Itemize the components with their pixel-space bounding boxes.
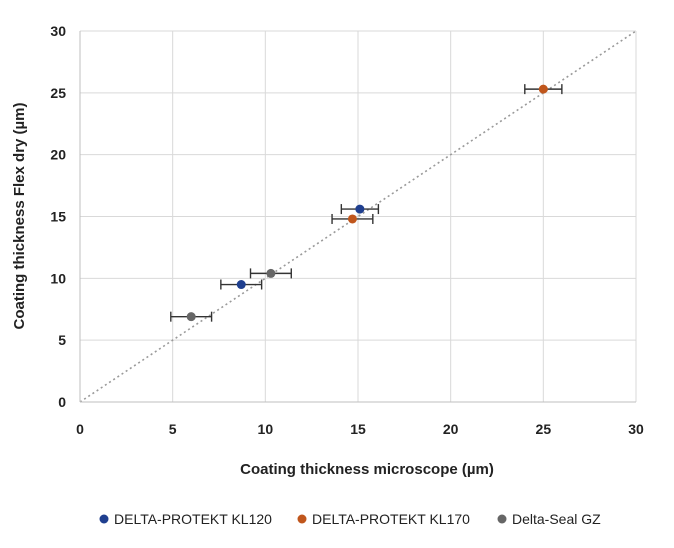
x-tick-labels: 0 5 10 15 20 25 30 xyxy=(76,421,644,437)
axes xyxy=(79,31,636,403)
data-point xyxy=(355,204,365,214)
data-point xyxy=(347,214,357,224)
y-tick-label: 10 xyxy=(50,270,66,286)
data-point xyxy=(236,280,246,290)
x-tick-label: 5 xyxy=(169,421,177,437)
data-point xyxy=(186,312,196,322)
x-tick-label: 25 xyxy=(536,421,552,437)
legend-marker-delta-seal xyxy=(497,514,507,524)
x-tick-label: 20 xyxy=(443,421,459,437)
legend-label-delta-seal: Delta-Seal GZ xyxy=(512,511,601,527)
y-tick-label: 30 xyxy=(50,23,66,39)
x-tick-label: 30 xyxy=(628,421,644,437)
y-tick-labels: 0 5 10 15 20 25 30 xyxy=(50,23,66,410)
legend-label-kl170: DELTA-PROTEKT KL170 xyxy=(312,511,470,527)
data-points xyxy=(170,84,563,322)
data-point xyxy=(538,84,548,94)
x-tick-label: 0 xyxy=(76,421,84,437)
y-axis-title: Coating thickness Flex dry (µm) xyxy=(11,102,28,329)
legend-marker-kl120 xyxy=(99,514,109,524)
x-tick-label: 10 xyxy=(258,421,274,437)
data-point xyxy=(266,268,276,278)
legend: DELTA-PROTEKT KL120 DELTA-PROTEKT KL170 … xyxy=(99,511,601,527)
x-axis-title: Coating thickness microscope (µm) xyxy=(240,461,494,478)
x-tick-label: 15 xyxy=(350,421,366,437)
y-tick-label: 25 xyxy=(50,85,66,101)
legend-marker-kl170 xyxy=(297,514,307,524)
y-tick-label: 5 xyxy=(58,332,66,348)
legend-label-kl120: DELTA-PROTEKT KL120 xyxy=(114,511,272,527)
reference-line xyxy=(79,30,637,403)
y-tick-label: 15 xyxy=(50,209,66,225)
y-tick-label: 20 xyxy=(50,147,66,163)
y-tick-label: 0 xyxy=(58,394,66,410)
